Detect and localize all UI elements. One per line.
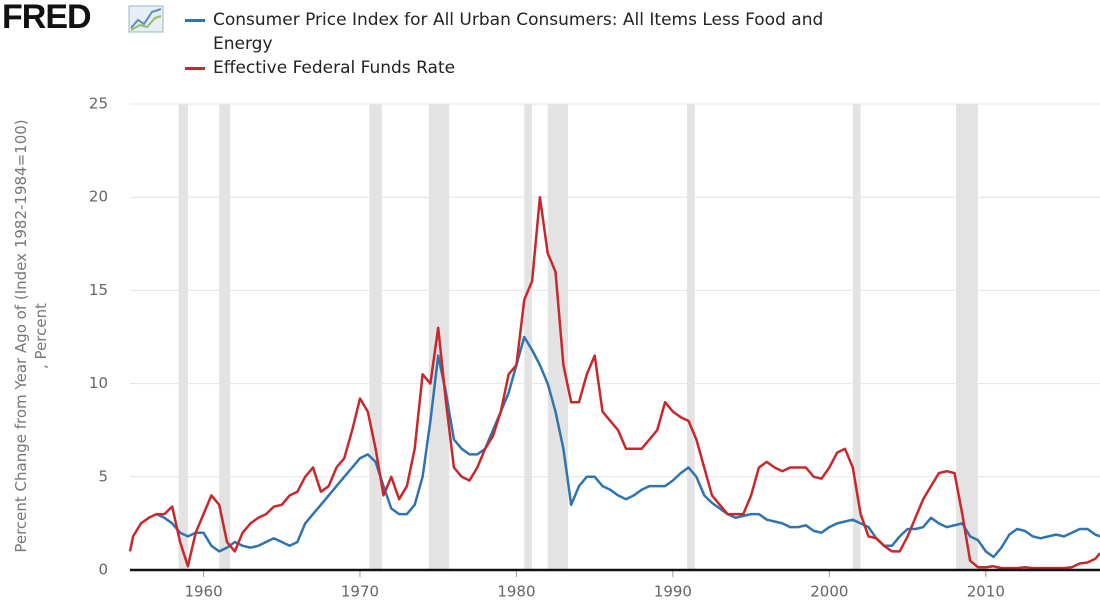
y-tick-label: 25 <box>89 95 108 113</box>
x-tick-label: 2010 <box>967 583 1005 601</box>
x-tick-label: 1980 <box>497 583 535 601</box>
recession-band <box>547 104 569 570</box>
series-line <box>128 195 1100 570</box>
x-tick-label: 2000 <box>810 583 848 601</box>
recession-band <box>686 104 695 570</box>
recession-band <box>852 104 861 570</box>
recession-band <box>524 104 533 570</box>
y-tick-label: 10 <box>89 374 108 392</box>
x-tick-label: 1960 <box>184 583 222 601</box>
legend-entry: Effective Federal Funds Rate <box>185 56 865 80</box>
legend-swatch <box>185 19 205 22</box>
recession-band <box>369 104 382 570</box>
recession-band <box>178 104 188 570</box>
series-line <box>156 335 1100 559</box>
recession-band <box>956 104 978 570</box>
legend-swatch <box>185 67 205 70</box>
legend-label: Effective Federal Funds Rate <box>213 58 456 78</box>
x-tick-label: 1990 <box>654 583 692 601</box>
y-tick-label: 5 <box>98 467 108 485</box>
recession-band <box>219 104 231 570</box>
y-axis-label: Percent Change from Year Ago of (Index 1… <box>12 119 50 553</box>
y-tick-label: 15 <box>89 281 108 299</box>
x-tick-label: 1970 <box>341 583 379 601</box>
legend: Consumer Price Index for All Urban Consu… <box>185 8 865 80</box>
legend-label: Consumer Price Index for All Urban Consu… <box>213 10 824 54</box>
logo: FRED <box>2 0 92 36</box>
y-tick-label: 0 <box>98 561 108 579</box>
y-tick-label: 20 <box>89 188 108 206</box>
logo-icon <box>128 5 164 33</box>
legend-entry: Consumer Price Index for All Urban Consu… <box>185 8 865 56</box>
